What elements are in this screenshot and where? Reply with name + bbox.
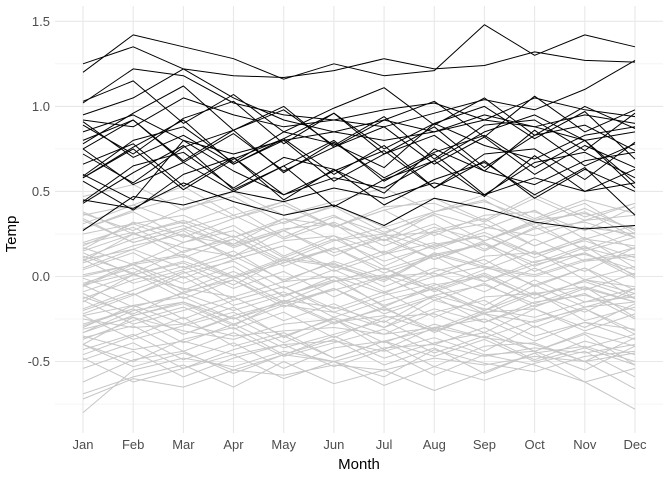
series-line-recent	[82, 177, 636, 232]
series-line-recent	[82, 122, 636, 177]
series-line-recent	[82, 119, 636, 175]
series-line-past	[82, 230, 636, 269]
y-tick-label: 1.0	[32, 99, 50, 114]
series-line-past	[82, 272, 636, 308]
series-line-recent	[82, 68, 636, 141]
series-line-past	[82, 276, 636, 318]
series-line-recent	[82, 46, 636, 78]
x-tick-label: Aug	[423, 437, 446, 452]
series-line-past	[82, 335, 636, 369]
series-line-past	[82, 226, 636, 262]
y-tick-label: 0.0	[32, 269, 50, 284]
series-line-past	[82, 233, 636, 267]
series-line-past	[82, 214, 636, 250]
series-line-past	[82, 301, 636, 335]
series-line-past	[82, 267, 636, 303]
series-line-recent	[82, 182, 636, 230]
series-line-recent	[82, 109, 636, 162]
series-line-past	[82, 265, 636, 300]
series-line-past	[82, 287, 636, 323]
series-line-recent	[82, 80, 636, 136]
series-line-past	[82, 196, 636, 235]
series-line-past	[82, 349, 636, 383]
series-line-past	[82, 196, 636, 230]
y-tick-label: 0.5	[32, 184, 50, 199]
series-line-past	[82, 231, 636, 267]
series-line-recent	[82, 24, 636, 80]
x-tick-label: Jul	[376, 437, 393, 452]
series-line-past	[82, 350, 636, 386]
series-line-past	[82, 344, 636, 378]
x-tick-label: Feb	[122, 437, 144, 452]
series-line-past	[82, 213, 636, 247]
series-line-past	[82, 221, 636, 255]
x-tick-label: Nov	[573, 437, 597, 452]
series-line-past	[82, 308, 636, 344]
x-axis-title: Month	[338, 456, 380, 473]
series-line-recent	[82, 114, 636, 155]
series-line-past	[82, 260, 636, 300]
recent-years-lines	[82, 24, 636, 232]
series-line-recent	[82, 156, 636, 216]
series-line-recent	[82, 119, 636, 182]
series-line-past	[82, 316, 636, 351]
x-tick-label: Jun	[323, 437, 344, 452]
x-tick-labels: Jan Feb Mar Apr May Jun Jul Aug Sep Oct Nov Dec	[73, 437, 648, 452]
x-tick-label: Jan	[73, 437, 94, 452]
x-tick-label: May	[271, 437, 296, 452]
y-tick-label: -0.5	[28, 354, 50, 369]
x-tick-label: Mar	[172, 437, 195, 452]
x-tick-label: Dec	[623, 437, 647, 452]
series-line-past	[82, 252, 636, 286]
series-line-past	[82, 247, 636, 283]
series-line-past	[82, 299, 636, 334]
series-line-recent	[82, 59, 636, 128]
series-line-past	[82, 335, 636, 410]
x-tick-label: Sep	[473, 437, 496, 452]
series-line-recent	[82, 97, 636, 128]
series-line-recent	[82, 138, 636, 191]
series-line-past	[82, 209, 636, 252]
series-line-recent	[82, 114, 636, 201]
series-line-past	[82, 352, 636, 400]
series-line-past	[82, 199, 636, 238]
x-tick-label: Oct	[524, 437, 545, 452]
series-line-past	[82, 243, 636, 283]
past-years-lines	[82, 184, 636, 413]
series-line-past	[82, 299, 636, 339]
x-tick-label: Apr	[223, 437, 244, 452]
y-tick-labels: -0.5 0.0 0.5 1.0 1.5	[28, 14, 50, 369]
series-line-past	[82, 352, 636, 395]
month-gridlines	[82, 6, 636, 433]
y-tick-label: 1.5	[32, 14, 50, 29]
series-line-recent	[82, 112, 636, 169]
series-line-past	[82, 253, 636, 288]
series-line-recent	[82, 148, 636, 203]
series-line-past	[82, 325, 636, 361]
series-line-past	[82, 344, 636, 413]
series-line-recent	[82, 143, 636, 199]
series-line-past	[82, 221, 636, 264]
series-line-past	[82, 264, 636, 300]
series-line-past	[82, 333, 636, 369]
series-line-past	[82, 294, 636, 328]
series-line-recent	[82, 85, 636, 148]
series-line-past	[82, 206, 636, 242]
y-axis-title: Temp	[3, 215, 20, 253]
series-line-past	[82, 270, 636, 313]
series-line-past	[82, 279, 636, 315]
